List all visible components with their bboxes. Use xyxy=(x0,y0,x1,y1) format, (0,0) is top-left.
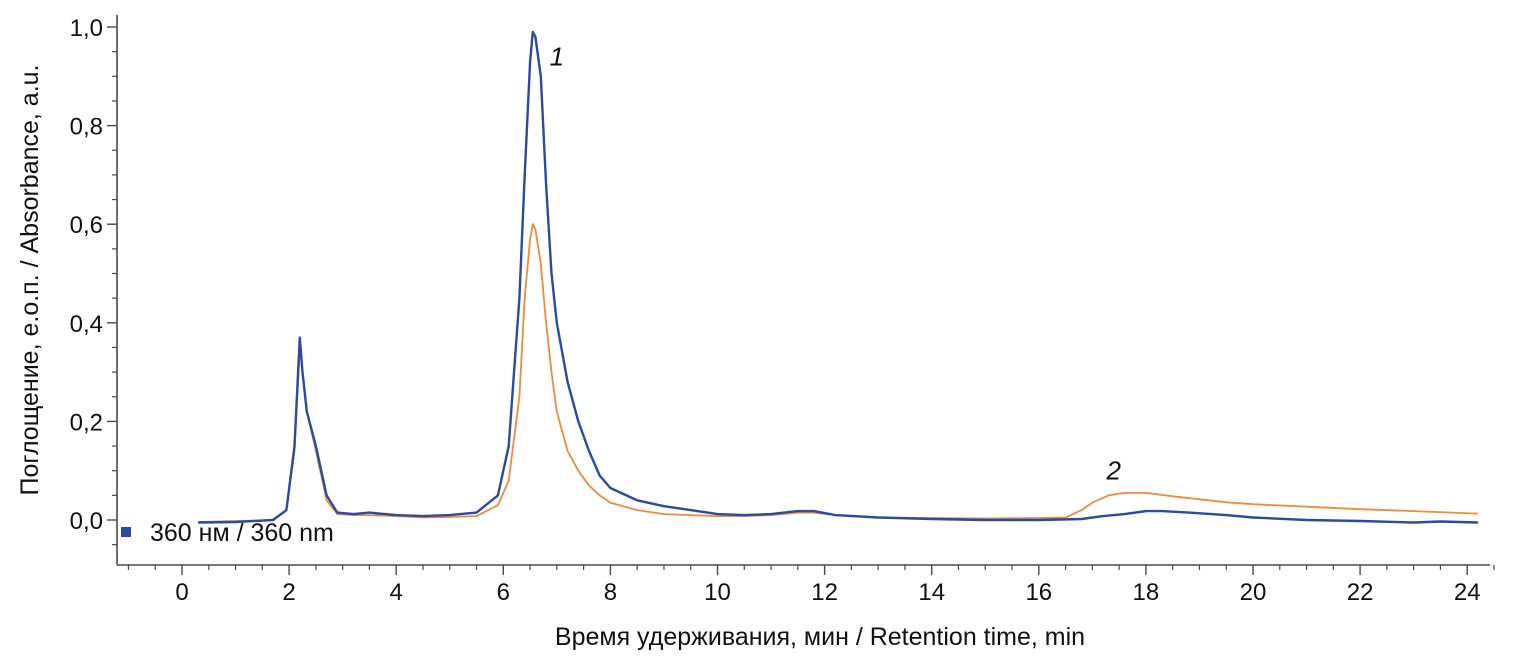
legend: 360 нм / 360 nm xyxy=(121,519,334,547)
x-tick-label: 14 xyxy=(918,579,945,606)
x-tick-label: 12 xyxy=(811,579,838,606)
x-axis-title: Время удерживания, мин / Retention time,… xyxy=(555,623,1085,651)
x-tick-label: 22 xyxy=(1347,579,1374,606)
x-tick-label: 16 xyxy=(1025,579,1052,606)
axes: 0 2 4 6 8 10 12 14 16 18 20 22 240,00,20,40,60,81,0 xyxy=(70,15,1495,606)
series-line-360nm xyxy=(198,30,1478,524)
x-tick-label: 4 xyxy=(390,579,403,606)
y-tick-label: 0,0 xyxy=(70,508,103,535)
x-tick-label: 0 xyxy=(175,579,188,606)
y-tick-label: 1,0 xyxy=(70,15,103,42)
series-line-secondary xyxy=(198,223,1478,523)
peak-label-1: 1 xyxy=(550,42,564,72)
series-layer xyxy=(198,30,1478,524)
x-tick-label: 18 xyxy=(1133,579,1160,606)
y-axis-title: Поглощение, е.о.п. / Absorbance, a.u. xyxy=(16,64,44,495)
legend-label: 360 нм / 360 nm xyxy=(150,519,334,547)
x-tick-label: 2 xyxy=(282,579,295,606)
y-tick-label: 0,2 xyxy=(70,409,103,436)
peak-label-2: 2 xyxy=(1106,456,1122,486)
y-tick-label: 0,4 xyxy=(70,311,103,338)
y-tick-label: 0,8 xyxy=(70,114,103,141)
legend-swatch xyxy=(121,527,131,537)
x-tick-label: 8 xyxy=(604,579,617,606)
y-tick-label: 0,6 xyxy=(70,212,103,239)
x-tick-label: 10 xyxy=(704,579,731,606)
x-tick-label: 20 xyxy=(1240,579,1267,606)
x-tick-label: 24 xyxy=(1454,579,1481,606)
x-tick-label: 6 xyxy=(497,579,510,606)
